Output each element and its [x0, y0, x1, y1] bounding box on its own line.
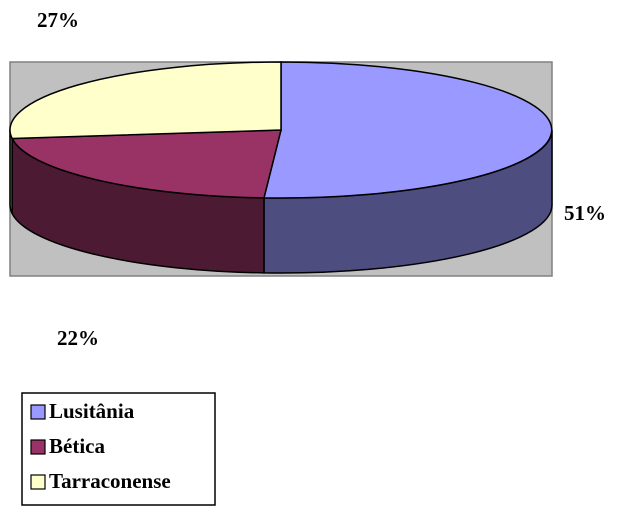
legend-swatch [30, 439, 46, 455]
legend-swatch [30, 474, 46, 490]
data-label: 27% [37, 8, 79, 32]
legend-label: Tarraconense [49, 469, 171, 493]
legend-swatch [30, 404, 46, 420]
pie-slice [10, 129, 282, 199]
legend-label: Lusitânia [49, 399, 135, 423]
legend-label: Bética [49, 434, 105, 458]
legend [21, 392, 216, 506]
data-label: 51% [564, 201, 606, 225]
pie-slice [263, 61, 553, 199]
pie-side [9, 129, 13, 214]
data-label: 22% [57, 326, 99, 350]
pie-slice [9, 61, 282, 140]
